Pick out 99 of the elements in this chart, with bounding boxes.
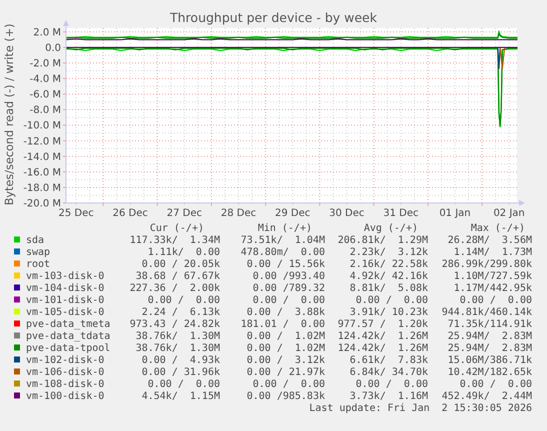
text: 0.00 / 4.93k [142, 355, 220, 366]
text: 26.28M/ 3.56M [448, 235, 532, 246]
legend-label: pve-data_tmeta [26, 319, 110, 330]
y-axis-title: Bytes/second read (-) / write (+) [3, 24, 16, 206]
text: Last update: Fri Jan 2 15:30:05 2026 [309, 403, 532, 414]
text: 181.01 / 0.00 [240, 319, 325, 330]
legend-label: vm-102-disk-0 [26, 355, 104, 366]
y-tick-label: -18.0 M [23, 182, 61, 194]
text: 2.16k/ 22.58k [350, 259, 428, 270]
x-tick-label: 02 Jan [493, 208, 525, 219]
text: 977.57 / 1.20k [338, 319, 428, 330]
legend-label: vm-101-disk-0 [26, 295, 104, 306]
text: 2.24 / 6.13k [142, 307, 220, 318]
x-tick-label: 31 Dec [383, 208, 418, 219]
y-tick-label: -20.0 M [23, 198, 61, 210]
text: 1.14M/ 1.73M [454, 247, 532, 258]
text: 0.00 / 21.97k [246, 367, 325, 378]
text: 2.23k/ 3.12k [350, 247, 428, 258]
text: 0.00 / 3.12k [246, 355, 325, 366]
legend-label: vm-105-disk-0 [26, 307, 104, 318]
text: 15.06M/386.71k [448, 355, 532, 366]
text: 8.81k/ 5.08k [350, 283, 428, 294]
text: 227.36 / 2.00k [130, 283, 220, 294]
x-tick-label: 27 Dec [166, 208, 202, 219]
text: 0.00 / 0.00 [148, 379, 220, 390]
text: 0.00 / 15.56k [246, 259, 325, 270]
y-tick-label: -16.0 M [23, 167, 61, 178]
text: 1.10M/727.59k [454, 271, 532, 282]
line-series [65, 30, 518, 38]
text: 0.00 / 0.00 [460, 379, 532, 390]
text: 1.17M/442.95k [454, 283, 532, 294]
legend-label: root [26, 259, 50, 270]
text: 0.00 /789.32 [252, 283, 325, 294]
x-tick-label: 01 Jan [439, 208, 471, 219]
y-tick-label: -14.0 M [23, 152, 61, 163]
text: Cur (-/+) [150, 223, 204, 234]
text: 3.91k/ 10.23k [350, 307, 428, 318]
y-tick-label: -10.0 M [23, 120, 61, 132]
x-tick-label: 29 Dec [274, 208, 310, 219]
text: 0.00 / 0.00 [356, 295, 428, 306]
text: 3.73k/ 1.16M [350, 391, 428, 402]
text: Min (-/+) [258, 223, 312, 234]
y-tick-label: 2.0 M [33, 27, 61, 38]
text: 25.94M/ 2.83M [448, 331, 532, 342]
text: 0.00 / 20.05k [142, 259, 220, 270]
text: 38.76k/ 1.30M [136, 331, 220, 342]
y-tick-label: -6.0 M [30, 90, 61, 101]
text: 4.54k/ 1.15M [142, 391, 220, 402]
legend-label: pve-data-tpool [26, 343, 110, 354]
legend-label: pve-data_tdata [26, 331, 110, 342]
text: 73.51k/ 1.04M [240, 235, 325, 246]
text: 38.76k/ 1.30M [136, 343, 220, 354]
text: 6.61k/ 7.83k [350, 355, 428, 366]
x-tick-label: 25 Dec [58, 208, 94, 219]
text: 124.42k/ 1.26M [338, 331, 428, 342]
text: 10.42M/182.65k [448, 367, 532, 378]
text: 0.00 /993.40 [252, 271, 325, 282]
legend-label: vm-104-disk-0 [26, 283, 104, 294]
text: 452.49k/ 2.44M [442, 391, 532, 402]
text: 1.11k/ 0.00 [148, 247, 220, 258]
text: 0.00 / 31.96k [142, 367, 220, 378]
text: 0.00 / 0.00 [252, 379, 325, 390]
text: 0.00 / 3.88k [246, 307, 325, 318]
text: Avg (-/+) [364, 223, 418, 234]
y-tick-label: 0.0 [45, 42, 61, 54]
y-tick-label: -2.0 M [30, 58, 61, 70]
text: 0.00 / 0.00 [356, 379, 428, 390]
text: 973.43 / 24.82k [130, 319, 220, 330]
text: 124.42k/ 1.26M [338, 343, 428, 354]
text: 0.00 / 1.02M [246, 343, 325, 354]
text: 478.80m/ 0.00 [240, 247, 325, 258]
x-tick-label: 26 Dec [112, 208, 148, 219]
text: 0.00 / 1.02M [246, 331, 325, 342]
text: 0.00 /985.83k [246, 391, 325, 402]
legend-label: vm-108-disk-0 [26, 379, 104, 390]
text: 25.94M/ 2.83M [448, 343, 532, 354]
y-tick-label: -4.0 M [30, 74, 61, 86]
text: 38.68 / 67.67k [136, 271, 220, 282]
text: 4.92k/ 42.16k [350, 271, 428, 282]
text: 0.00 / 0.00 [460, 295, 532, 306]
y-tick-label: -12.0 M [23, 136, 61, 148]
legend-label: vm-106-disk-0 [26, 367, 104, 378]
y-tick-label: -8.0 M [30, 105, 61, 116]
text: 71.35k/114.91k [448, 319, 532, 330]
text: 0.00 / 0.00 [252, 295, 325, 306]
legend-label: swap [26, 247, 50, 258]
text: 6.84k/ 34.70k [350, 367, 428, 378]
legend-label: vm-100-disk-0 [26, 391, 104, 402]
text: 944.81k/460.14k [442, 307, 532, 318]
chart-title: Throughput per device - by week [169, 10, 378, 25]
text: 117.33k/ 1.34M [130, 235, 220, 246]
legend-label: sda [26, 235, 44, 246]
x-tick-label: 30 Dec [329, 208, 364, 219]
text: 286.99k/299.80k [442, 259, 532, 270]
text: 206.81k/ 1.29M [338, 235, 428, 246]
legend-label: vm-103-disk-0 [26, 271, 104, 282]
x-tick-label: 28 Dec [220, 208, 256, 219]
text: 0.00 / 0.00 [148, 295, 220, 306]
text: Max (-/+) [470, 223, 525, 234]
